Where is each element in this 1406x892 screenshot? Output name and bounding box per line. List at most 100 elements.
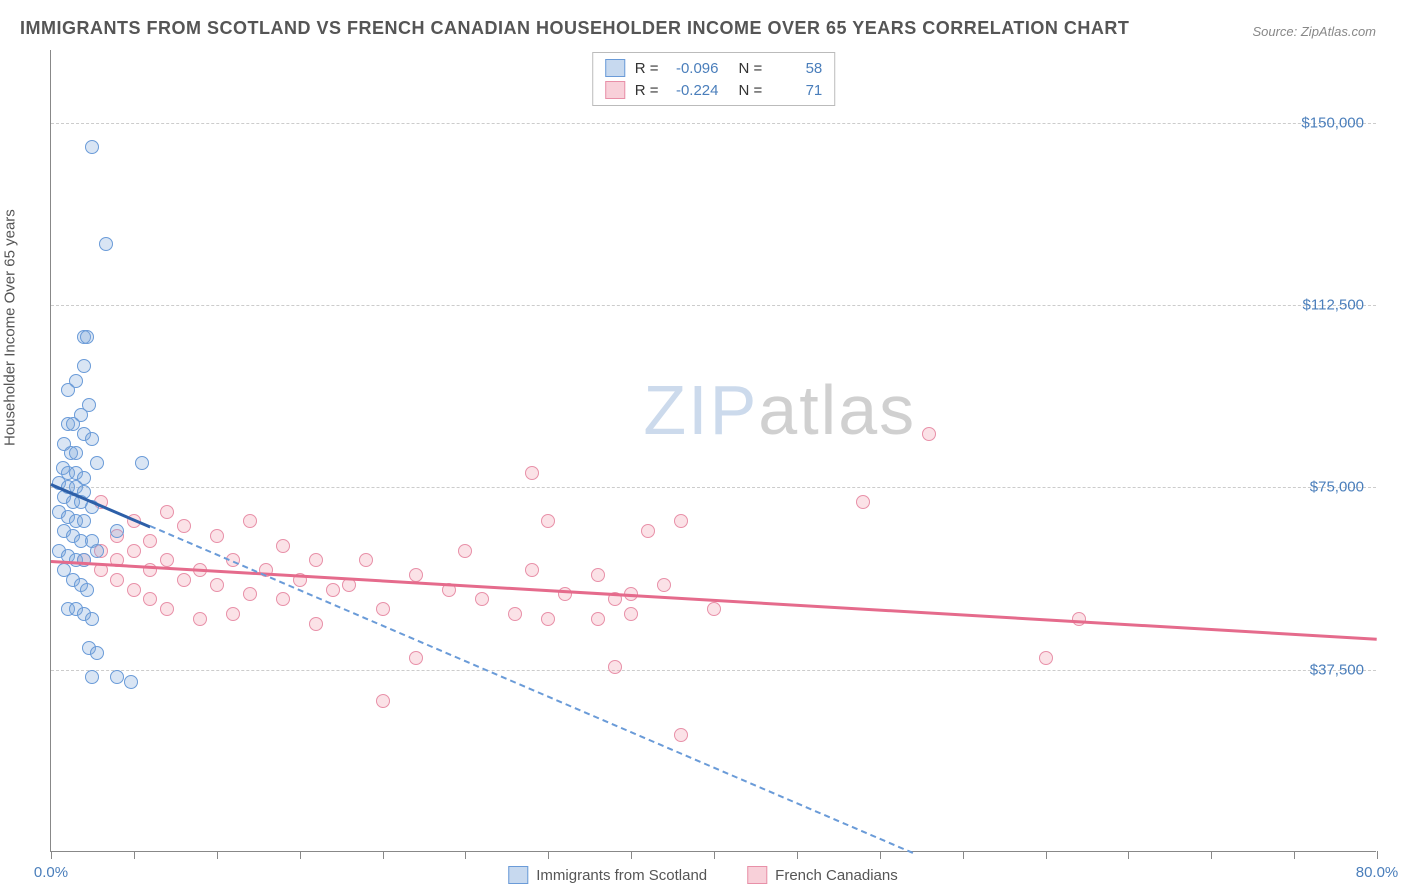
series-legend-label: Immigrants from Scotland [536, 867, 707, 884]
scatter-point [409, 568, 423, 582]
scatter-point [61, 383, 75, 397]
legend-r-value: -0.096 [669, 60, 719, 77]
scatter-point [591, 568, 605, 582]
scatter-point [177, 519, 191, 533]
scatter-point [99, 237, 113, 251]
scatter-point [376, 602, 390, 616]
scatter-point [624, 607, 638, 621]
scatter-point [1039, 651, 1053, 665]
scatter-point [525, 466, 539, 480]
series-legend-label: French Canadians [775, 867, 898, 884]
legend-swatch [605, 59, 625, 77]
scatter-point [85, 670, 99, 684]
y-tick-label: $150,000 [1301, 114, 1364, 131]
scatter-point [160, 602, 174, 616]
scatter-point [458, 544, 472, 558]
x-tick [548, 851, 549, 859]
legend-n-label: N = [739, 82, 763, 99]
scatter-point [110, 524, 124, 538]
x-tick-label-left: 0.0% [34, 864, 68, 881]
scatter-point [90, 456, 104, 470]
scatter-point [210, 578, 224, 592]
scatter-point [541, 514, 555, 528]
scatter-point [243, 514, 257, 528]
y-axis-label: Householder Income Over 65 years [2, 209, 19, 446]
scatter-point [69, 446, 83, 460]
legend-swatch [605, 81, 625, 99]
legend-r-label: R = [635, 82, 659, 99]
scatter-point [922, 427, 936, 441]
gridline [51, 487, 1376, 488]
gridline [51, 123, 1376, 124]
scatter-point [309, 617, 323, 631]
x-tick [963, 851, 964, 859]
x-tick [880, 851, 881, 859]
scatter-point [657, 578, 671, 592]
legend-n-value: 58 [772, 60, 822, 77]
scatter-point [80, 330, 94, 344]
scatter-point [210, 529, 224, 543]
x-tick-label-right: 80.0% [1356, 864, 1399, 881]
scatter-point [80, 583, 94, 597]
x-tick [797, 851, 798, 859]
scatter-point [309, 553, 323, 567]
scatter-point [110, 573, 124, 587]
scatter-point [641, 524, 655, 538]
scatter-point [326, 583, 340, 597]
legend-swatch [747, 866, 767, 884]
scatter-point [127, 544, 141, 558]
x-tick [714, 851, 715, 859]
x-tick [1377, 851, 1378, 859]
gridline [51, 305, 1376, 306]
legend-n-value: 71 [772, 82, 822, 99]
legend-row: R = -0.224 N = 71 [605, 79, 823, 101]
source-attribution: Source: ZipAtlas.com [1252, 24, 1376, 39]
legend-r-value: -0.224 [669, 82, 719, 99]
scatter-point [143, 592, 157, 606]
scatter-point [707, 602, 721, 616]
scatter-point [85, 140, 99, 154]
scatter-point [110, 670, 124, 684]
scatter-point [124, 675, 138, 689]
plot-area: ZIPatlas R =-0.096N =58R =-0.224N =71 $3… [50, 50, 1376, 852]
x-tick [1211, 851, 1212, 859]
legend-row: R = -0.096 N = 58 [605, 57, 823, 79]
scatter-point [85, 612, 99, 626]
x-tick [1128, 851, 1129, 859]
scatter-point [77, 514, 91, 528]
x-tick [51, 851, 52, 859]
series-legend: Immigrants from Scotland French Canadians [508, 866, 897, 884]
chart-title: IMMIGRANTS FROM SCOTLAND VS FRENCH CANAD… [20, 18, 1129, 39]
scatter-point [160, 505, 174, 519]
scatter-point [177, 573, 191, 587]
scatter-point [243, 587, 257, 601]
scatter-point [226, 607, 240, 621]
x-tick [1046, 851, 1047, 859]
x-tick [1294, 851, 1295, 859]
scatter-point [135, 456, 149, 470]
scatter-point [276, 592, 290, 606]
scatter-point [475, 592, 489, 606]
scatter-point [674, 728, 688, 742]
x-tick [631, 851, 632, 859]
watermark-zip: ZIP [643, 371, 758, 449]
scatter-point [359, 553, 373, 567]
scatter-point [608, 660, 622, 674]
scatter-point [508, 607, 522, 621]
scatter-point [525, 563, 539, 577]
x-tick [217, 851, 218, 859]
legend-n-label: N = [739, 60, 763, 77]
y-tick-label: $75,000 [1310, 479, 1364, 496]
gridline [51, 670, 1376, 671]
x-tick [300, 851, 301, 859]
scatter-point [160, 553, 174, 567]
scatter-point [77, 359, 91, 373]
scatter-point [409, 651, 423, 665]
scatter-point [674, 514, 688, 528]
series-legend-item: French Canadians [747, 866, 898, 884]
y-tick-label: $112,500 [1303, 297, 1364, 314]
scatter-point [591, 612, 605, 626]
scatter-point [541, 612, 555, 626]
y-tick-label: $37,500 [1310, 661, 1364, 678]
legend-r-label: R = [635, 60, 659, 77]
